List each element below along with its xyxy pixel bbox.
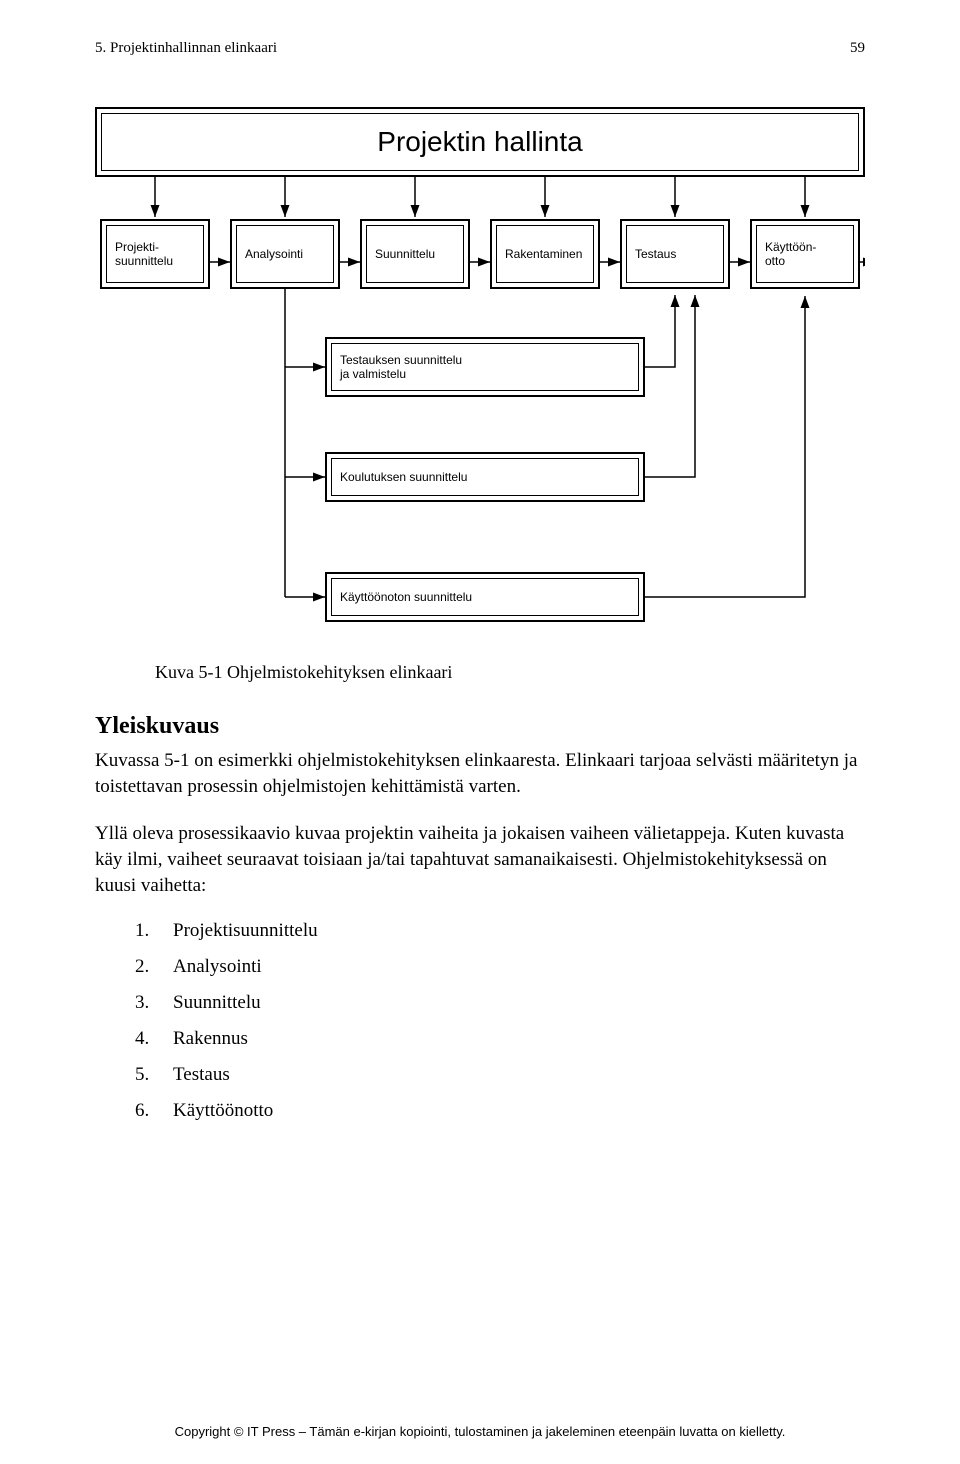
node-rakentaminen: Rakentaminen [490, 219, 600, 289]
node-projektin-hallinta: Projektin hallinta [95, 107, 865, 177]
phase-list-item: 2.Analysointi [135, 956, 865, 978]
node-suunnittelu: Suunnittelu [360, 219, 470, 289]
page-header: 5. Projektinhallinnan elinkaari 59 [95, 40, 865, 57]
phase-list-item: 4.Rakennus [135, 1028, 865, 1050]
node-kayttoonoton-suunnittelu: Käyttöönoton suunnittelu [325, 572, 645, 622]
node-label: Koulutuksen suunnittelu [340, 470, 467, 484]
copyright-footer: Copyright © IT Press – Tämän e-kirjan ko… [0, 1424, 960, 1439]
node-label: Käyttöön- otto [765, 240, 816, 269]
paragraph-1: Kuvassa 5-1 on esimerkki ohjelmistokehit… [95, 748, 865, 799]
node-label: Analysointi [245, 247, 303, 261]
node-testaus: Testaus [620, 219, 730, 289]
figure-caption: Kuva 5-1 Ohjelmistokehityksen elinkaari [155, 662, 865, 683]
node-koulutuksen-suunnittelu: Koulutuksen suunnittelu [325, 452, 645, 502]
node-testauksen-suunnittelu: Testauksen suunnittelu ja valmistelu [325, 337, 645, 397]
node-label: Testaus [635, 247, 676, 261]
node-projektisuunnittelu: Projekti- suunnittelu [100, 219, 210, 289]
lifecycle-diagram: Projektin hallinta Projekti- suunnittelu… [95, 107, 865, 627]
phase-list-item: 6.Käyttöönotto [135, 1100, 865, 1122]
phase-list-item: 1.Projektisuunnittelu [135, 920, 865, 942]
node-label: Testauksen suunnittelu ja valmistelu [340, 353, 462, 382]
node-label: Suunnittelu [375, 247, 435, 261]
phase-list: 1.Projektisuunnittelu 2.Analysointi 3.Su… [135, 920, 865, 1122]
header-left: 5. Projektinhallinnan elinkaari [95, 40, 277, 57]
header-page-number: 59 [850, 40, 865, 57]
paragraph-2: Yllä oleva prosessikaavio kuvaa projekti… [95, 821, 865, 898]
node-analysointi: Analysointi [230, 219, 340, 289]
node-label: Projektin hallinta [377, 126, 582, 158]
section-heading-yleiskuvaus: Yleiskuvaus [95, 713, 865, 740]
node-kayttoonotto: Käyttöön- otto [750, 219, 860, 289]
node-label: Rakentaminen [505, 247, 582, 261]
phase-list-item: 5.Testaus [135, 1064, 865, 1086]
phase-list-item: 3.Suunnittelu [135, 992, 865, 1014]
node-label: Projekti- suunnittelu [115, 240, 173, 269]
node-label: Käyttöönoton suunnittelu [340, 590, 472, 604]
